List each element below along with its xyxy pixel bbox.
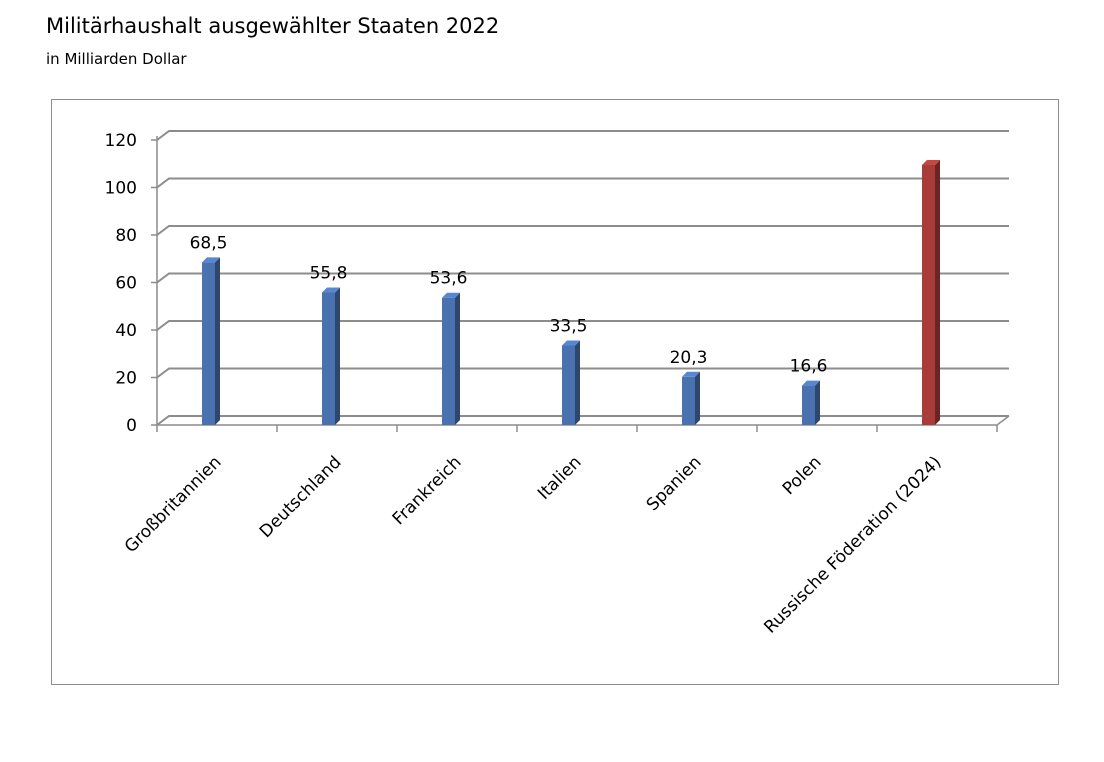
y-tick-label: 60 xyxy=(115,274,137,294)
y-tick-label: 40 xyxy=(115,321,137,341)
bar xyxy=(562,340,580,425)
bar xyxy=(322,287,340,425)
y-tick-label: 0 xyxy=(126,416,137,436)
bar-front xyxy=(322,292,335,425)
x-category-label: Großbritannien xyxy=(121,452,226,557)
y-tick-label: 80 xyxy=(115,226,137,246)
gridline xyxy=(156,320,1009,331)
bar-front xyxy=(562,345,575,425)
bar-top xyxy=(442,292,460,298)
data-label: 53,6 xyxy=(430,269,468,289)
bar-side xyxy=(695,371,700,425)
bar-front xyxy=(922,164,935,425)
bar xyxy=(922,159,940,425)
bar xyxy=(802,380,820,425)
bar xyxy=(682,371,700,425)
bar-front xyxy=(802,385,815,425)
bar-side xyxy=(815,380,820,425)
bar-front xyxy=(442,297,455,425)
chart-title: Militärhaushalt ausgewählter Staaten 202… xyxy=(46,14,500,38)
x-category-label: Italien xyxy=(534,452,585,503)
bar-top xyxy=(922,159,940,165)
data-label: 20,3 xyxy=(670,348,708,368)
bar-top xyxy=(802,380,820,386)
axes xyxy=(151,136,1010,432)
bars xyxy=(202,159,940,425)
data-label: 33,5 xyxy=(550,316,588,336)
x-category-label: Polen xyxy=(779,452,826,499)
gridline xyxy=(156,415,1009,426)
data-label: 68,5 xyxy=(190,233,228,253)
chart-subtitle: in Milliarden Dollar xyxy=(46,50,187,68)
data-label: 55,8 xyxy=(310,263,348,283)
bar-top xyxy=(562,340,580,346)
y-tick-label: 120 xyxy=(105,131,137,151)
bar-side xyxy=(575,340,580,425)
bar-side xyxy=(455,292,460,425)
bar-side xyxy=(335,287,340,425)
x-category-label: Frankreich xyxy=(389,452,466,529)
data-label: 16,6 xyxy=(790,357,828,377)
bar-side xyxy=(215,257,220,425)
bar-top xyxy=(682,371,700,377)
y-tick-label: 100 xyxy=(105,179,137,199)
bar-front xyxy=(202,262,215,425)
bar xyxy=(442,292,460,425)
bar xyxy=(202,257,220,425)
gridline xyxy=(156,367,1009,379)
bar-front xyxy=(682,376,695,425)
gridline xyxy=(156,130,1009,141)
gridline xyxy=(156,272,1009,284)
x-category-label: Spanien xyxy=(643,452,706,515)
bar-side xyxy=(935,159,940,425)
x-axis-line xyxy=(157,415,1010,426)
gridline xyxy=(156,225,1009,236)
gridlines xyxy=(156,130,1009,426)
gridline xyxy=(156,177,1009,189)
x-category-label: Deutschland xyxy=(256,452,346,542)
bar-top xyxy=(202,257,220,263)
bar-top xyxy=(322,287,340,293)
chart-frame xyxy=(51,99,1059,685)
y-tick-label: 20 xyxy=(115,369,137,389)
